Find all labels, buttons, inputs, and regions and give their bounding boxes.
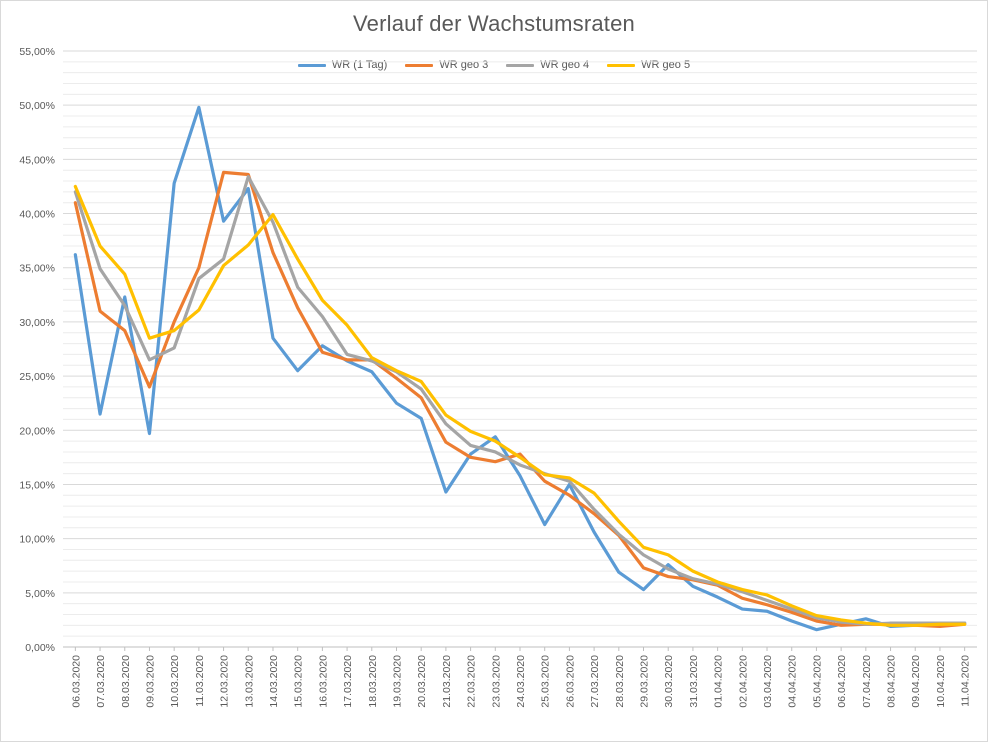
x-tick-label: 25.03.2020 [540,655,552,708]
x-tick-label: 11.04.2020 [960,655,972,707]
x-tick-label: 17.03.2020 [342,655,354,708]
x-tick-label: 23.03.2020 [490,655,502,708]
y-axis-ticks: 0,00% 5,00% 10,00% 15,00% 20,00% 25,00% 30,00%… [19,46,55,654]
y-tick-label: 10,00% [19,534,55,546]
y-tick-label: 50,00% [19,100,55,112]
x-tick-label: 02.04.2020 [737,655,749,708]
x-tick-label: 07.04.2020 [861,655,873,708]
y-tick-label: 0,00% [25,642,55,654]
y-tick-label: 25,00% [19,371,55,383]
x-tick-label: 24.03.2020 [515,655,527,708]
x-tick-label: 27.03.2020 [589,655,601,708]
x-tick-label: 11.03.2020 [194,655,206,707]
x-tick-label: 28.03.2020 [614,655,626,708]
x-tick-label: 26.03.2020 [564,655,576,708]
x-tick-label: 15.03.2020 [293,655,305,708]
x-tick-label: 29.03.2020 [639,655,651,708]
series-line-wr-geo-4 [73,175,967,626]
x-tick-label: 10.04.2020 [935,655,947,708]
x-tick-label: 09.03.2020 [144,655,156,708]
x-tick-label: 22.03.2020 [466,655,478,708]
x-tick-label: 06.04.2020 [836,655,848,708]
x-tick-label: 21.03.2020 [441,655,453,708]
series-line-wr-geo-3 [73,170,967,629]
x-tick-label: 09.04.2020 [910,655,922,708]
y-tick-label: 5,00% [25,588,55,600]
x-tick-label: 18.03.2020 [367,655,379,708]
x-tick-label: 03.04.2020 [762,655,774,708]
x-tick-label: 07.03.2020 [95,655,107,708]
x-tick-label: 10.03.2020 [169,655,181,708]
x-tick-label: 08.03.2020 [120,655,132,708]
gridlines [63,50,977,648]
x-tick-label: 12.03.2020 [219,655,231,708]
y-tick-label: 30,00% [19,317,55,329]
x-axis-ticks: 06.03.2020 07.03.2020 08.03.2020 09.03.2020… [70,647,972,708]
y-tick-label: 40,00% [19,209,55,221]
x-tick-label: 14.03.2020 [268,655,280,708]
x-tick-label: 06.03.2020 [70,655,82,708]
y-tick-label: 55,00% [19,46,55,58]
x-tick-label: 19.03.2020 [391,655,403,708]
y-tick-label: 20,00% [19,425,55,437]
x-tick-label: 04.04.2020 [787,655,799,708]
chart-title: Verlauf der Wachstumsraten [353,11,635,36]
series-line-wr-1-tag [73,105,967,632]
x-tick-label: 13.03.2020 [243,655,255,708]
x-tick-label: 01.04.2020 [713,655,725,708]
y-tick-label: 45,00% [19,154,55,166]
x-tick-label: 20.03.2020 [416,655,428,708]
y-tick-label: 35,00% [19,263,55,275]
series-lines [73,105,967,632]
x-tick-label: 08.04.2020 [886,655,898,708]
series-line-wr-geo-5 [73,184,967,627]
x-tick-label: 05.04.2020 [811,655,823,708]
x-tick-label: 31.03.2020 [688,655,700,708]
x-tick-label: 30.03.2020 [663,655,675,708]
x-tick-label: 16.03.2020 [317,655,329,708]
y-tick-label: 15,00% [19,479,55,491]
